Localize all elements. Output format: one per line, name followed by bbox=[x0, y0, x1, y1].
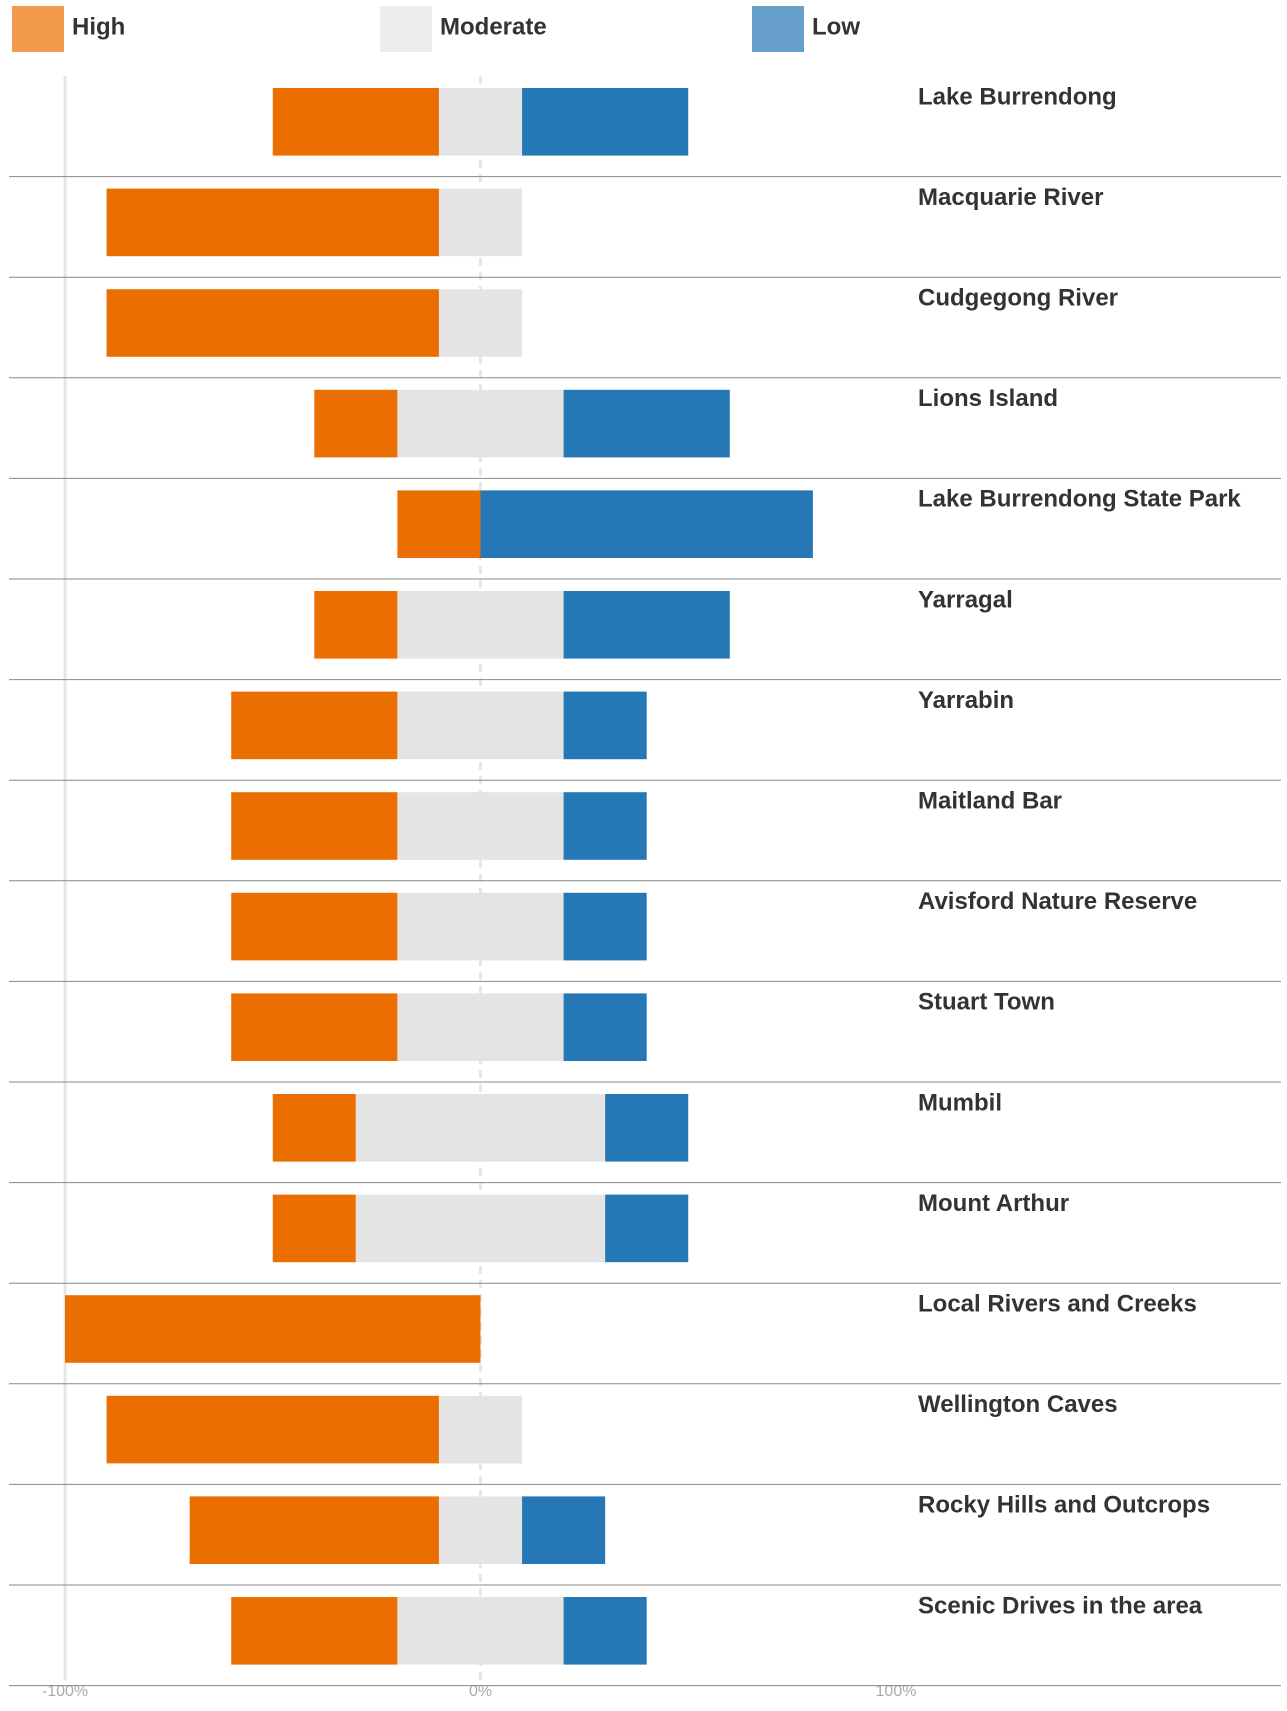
bar-segment bbox=[106, 289, 439, 357]
bar-segment bbox=[563, 892, 647, 961]
row-label: Stuart Town bbox=[918, 989, 1055, 1016]
legend-label: Low bbox=[812, 13, 860, 40]
bar-segment bbox=[438, 1496, 523, 1564]
x-tick-label: 100% bbox=[876, 1683, 917, 1700]
bar-segment bbox=[605, 1094, 689, 1162]
bar-segment bbox=[231, 1597, 398, 1665]
bar-segment bbox=[397, 1597, 564, 1665]
bar-segment bbox=[231, 993, 398, 1061]
row-label: Yarragal bbox=[918, 586, 1013, 613]
bar-segment bbox=[438, 88, 523, 156]
row-label: Wellington Caves bbox=[918, 1391, 1118, 1418]
row-label: Cudgegong River bbox=[918, 285, 1118, 312]
bar-segment bbox=[397, 389, 564, 458]
bar-segment bbox=[355, 1094, 606, 1162]
legend-swatch bbox=[12, 6, 64, 52]
bar-segment bbox=[605, 1194, 689, 1263]
bar-segment bbox=[563, 1597, 647, 1665]
bar-segment bbox=[563, 792, 647, 860]
bar-segment bbox=[355, 1194, 606, 1263]
bar-segment bbox=[189, 1496, 439, 1564]
legend-label: Moderate bbox=[440, 13, 547, 40]
row-label: Avisford Nature Reserve bbox=[918, 888, 1197, 915]
legend-swatch bbox=[380, 6, 432, 52]
bar-segment bbox=[314, 389, 398, 458]
legend-swatch bbox=[752, 6, 804, 52]
x-tick-label: -100% bbox=[42, 1683, 88, 1700]
bar-segment bbox=[563, 691, 647, 760]
bar-segment bbox=[438, 289, 523, 357]
row-label: Macquarie River bbox=[918, 184, 1103, 211]
row-label: Lions Island bbox=[918, 385, 1058, 412]
bar-segment bbox=[106, 1395, 439, 1464]
bar-segment bbox=[480, 490, 813, 558]
row-label: Maitland Bar bbox=[918, 788, 1062, 815]
bar-segment bbox=[522, 88, 689, 156]
bar-segment bbox=[563, 591, 730, 659]
bar-segment bbox=[438, 1395, 523, 1464]
row-label: Scenic Drives in the area bbox=[918, 1592, 1203, 1619]
bar-segment bbox=[397, 691, 564, 760]
bar-segment bbox=[65, 1295, 481, 1363]
row-label: Lake Burrendong bbox=[918, 83, 1117, 110]
bar-segment bbox=[563, 389, 730, 458]
x-tick-label: 0% bbox=[469, 1683, 492, 1700]
bar-segment bbox=[272, 88, 439, 156]
bar-segment bbox=[272, 1194, 356, 1263]
bar-segment bbox=[231, 792, 398, 860]
bar-segment bbox=[397, 490, 481, 558]
bar-segment bbox=[397, 892, 564, 961]
row-label: Mumbil bbox=[918, 1089, 1002, 1116]
bar-segment bbox=[397, 792, 564, 860]
legend-label: High bbox=[72, 13, 125, 40]
row-label: Yarrabin bbox=[918, 687, 1014, 714]
row-label: Mount Arthur bbox=[918, 1190, 1069, 1217]
bar-segment bbox=[522, 1496, 606, 1564]
bar-segment bbox=[397, 591, 564, 659]
row-label: Rocky Hills and Outcrops bbox=[918, 1492, 1210, 1519]
bar-segment bbox=[272, 1094, 356, 1162]
bar-segment bbox=[397, 993, 564, 1061]
bar-segment bbox=[231, 892, 398, 961]
row-label: Lake Burrendong State Park bbox=[918, 486, 1241, 513]
bar-segment bbox=[231, 691, 398, 760]
bar-segment bbox=[314, 591, 398, 659]
bar-segment bbox=[438, 188, 523, 257]
bar-segment bbox=[106, 188, 439, 257]
row-label: Local Rivers and Creeks bbox=[918, 1291, 1197, 1318]
bar-segment bbox=[563, 993, 647, 1061]
